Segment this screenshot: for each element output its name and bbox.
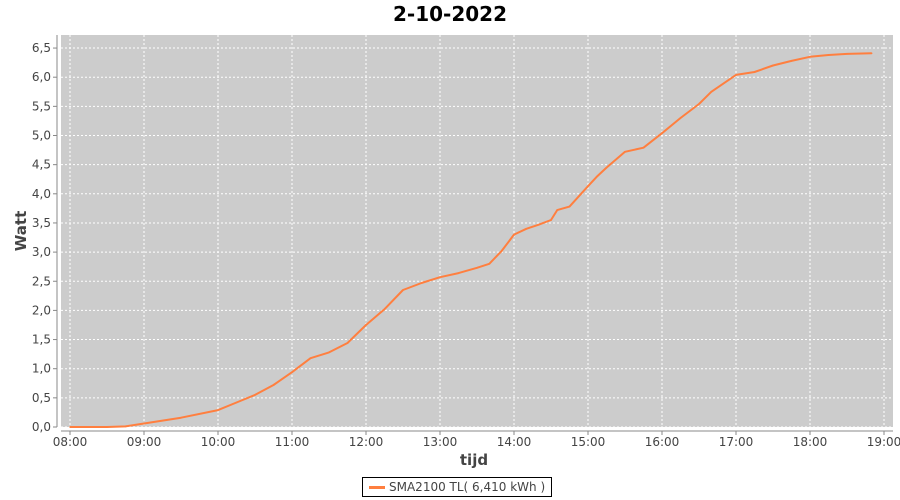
chart-title: 2-10-2022 <box>392 2 507 26</box>
data-point <box>235 401 238 404</box>
data-point <box>180 416 182 419</box>
x-tick-label: 19:00 <box>867 435 900 449</box>
x-tick-label: 09:00 <box>127 435 162 449</box>
data-point <box>735 74 737 76</box>
data-point <box>272 384 275 386</box>
data-point <box>457 272 460 274</box>
y-tick-label: 5,0 <box>32 129 51 143</box>
data-point <box>846 53 848 55</box>
y-tick-label: 1,0 <box>32 362 51 376</box>
data-point <box>698 103 700 105</box>
data-point <box>537 223 540 226</box>
y-tick-label: 2,0 <box>32 303 51 317</box>
data-point <box>710 90 713 93</box>
data-point <box>679 117 682 119</box>
data-point <box>753 71 756 73</box>
data-point <box>383 308 386 311</box>
x-tick-label: 13:00 <box>423 435 458 449</box>
data-point <box>124 425 127 428</box>
y-tick-label: 3,0 <box>32 245 51 259</box>
plot-area <box>61 35 893 427</box>
data-point <box>476 267 478 269</box>
data-point <box>772 64 774 67</box>
data-point <box>69 426 71 428</box>
y-axis-label: Watt <box>12 211 30 251</box>
y-tick-label: 0,0 <box>32 420 51 434</box>
x-tick-label: 08:00 <box>53 435 88 449</box>
x-tick-label: 12:00 <box>349 435 384 449</box>
data-point <box>402 289 404 291</box>
data-point <box>827 54 830 56</box>
data-point <box>556 209 558 211</box>
data-point <box>106 426 108 428</box>
y-tick-label: 4,5 <box>32 158 51 172</box>
x-axis-label: tijd <box>460 451 488 469</box>
legend: SMA2100 TL( 6,410 kWh ) <box>362 477 553 497</box>
legend-swatch <box>369 485 385 489</box>
data-point <box>365 324 367 326</box>
data-point <box>661 132 663 134</box>
x-tick-label: 15:00 <box>571 435 606 449</box>
data-point <box>488 262 491 265</box>
data-point <box>624 151 626 153</box>
y-tick-label: 2,5 <box>32 274 51 288</box>
y-tick-label: 1,5 <box>32 333 51 347</box>
x-tick-label: 18:00 <box>793 435 828 449</box>
data-point <box>500 250 503 252</box>
data-point <box>870 52 873 55</box>
y-tick-label: 6,0 <box>32 70 51 84</box>
data-point <box>439 276 441 278</box>
data-point <box>217 409 219 411</box>
data-point <box>513 233 515 236</box>
y-tick-label: 5,5 <box>32 99 51 113</box>
y-tick-label: 0,5 <box>32 391 51 405</box>
data-point <box>254 394 256 396</box>
data-point <box>309 357 312 360</box>
x-tick-label: 14:00 <box>497 435 532 449</box>
data-point <box>143 422 145 425</box>
data-point <box>790 60 793 62</box>
legend-label: SMA2100 TL( 6,410 kWh ) <box>389 480 546 494</box>
data-point <box>587 185 589 188</box>
y-tick-label: 4,0 <box>32 187 51 201</box>
x-tick-label: 11:00 <box>275 435 310 449</box>
y-tick-label: 3,5 <box>32 216 51 230</box>
data-point <box>346 342 349 344</box>
x-tick-label: 16:00 <box>645 435 680 449</box>
data-point <box>291 371 293 373</box>
y-tick-label: 6,5 <box>32 41 51 55</box>
data-point <box>525 227 528 230</box>
data-point <box>568 205 571 208</box>
data-point <box>605 166 608 169</box>
x-tick-label: 17:00 <box>719 435 754 449</box>
data-point <box>420 282 423 284</box>
data-point <box>809 55 811 58</box>
data-point <box>328 351 330 354</box>
data-point <box>642 146 645 149</box>
data-point <box>550 219 552 221</box>
data-point <box>595 176 598 178</box>
x-tick-label: 10:00 <box>201 435 236 449</box>
